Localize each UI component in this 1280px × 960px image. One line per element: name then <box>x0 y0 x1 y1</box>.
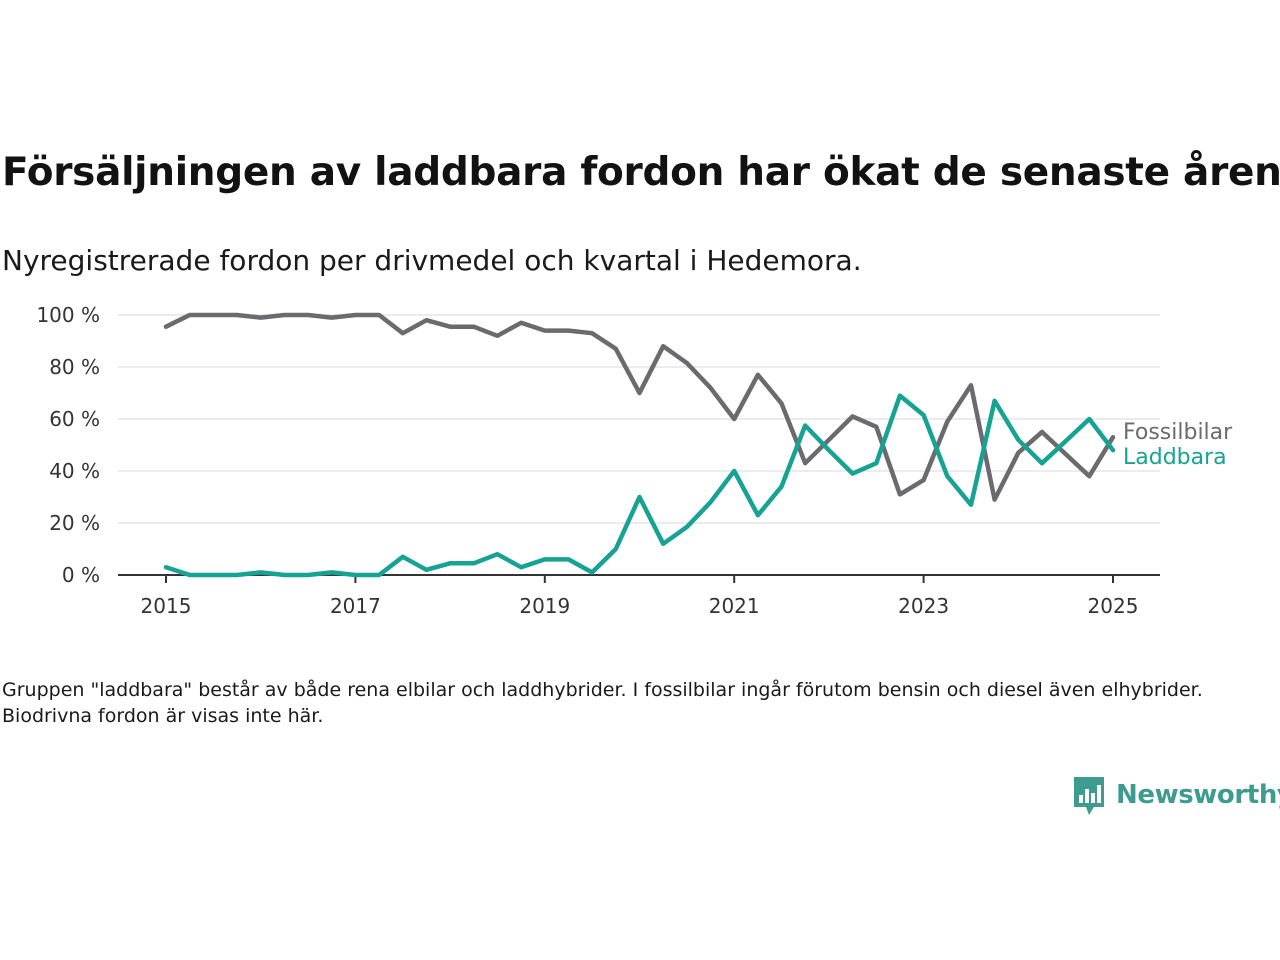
y-tick-label: 0 % <box>62 563 100 587</box>
newsworthy-brand[interactable]: Newsworthy <box>1072 775 1280 815</box>
series-label-fossilbilar: Fossilbilar <box>1123 420 1233 445</box>
footnote: Gruppen "laddbara" består av både rena e… <box>2 679 1203 727</box>
series-line-laddbara <box>163 393 1116 578</box>
series-lines <box>163 312 1116 578</box>
newsworthy-logo-icon <box>1074 777 1104 815</box>
x-tick-label: 2025 <box>1088 594 1139 618</box>
y-tick-label: 100 % <box>36 303 100 327</box>
y-tick-label: 20 % <box>49 511 100 535</box>
brand-name: Newsworthy <box>1116 780 1280 810</box>
x-tick-label: 2019 <box>519 594 570 618</box>
chart-subtitle: Nyregistrerade fordon per drivmedel och … <box>2 244 862 277</box>
x-axis: 2015 2017 2019 2021 2023 2025 <box>118 574 1160 618</box>
y-tick-label: 60 % <box>49 407 100 431</box>
y-axis-ticks: 0 % 20 % 40 % 60 % 80 % 100 % <box>36 303 100 587</box>
series-label-laddbara: Laddbara <box>1123 445 1227 470</box>
x-tick-label: 2023 <box>898 594 949 618</box>
x-tick-label: 2021 <box>709 594 760 618</box>
y-tick-label: 80 % <box>49 355 100 379</box>
x-tick-label: 2015 <box>141 594 192 618</box>
x-tick-label: 2017 <box>330 594 381 618</box>
line-chart: 0 % 20 % 40 % 60 % 80 % 100 % 2015 2017 2019 202… <box>36 303 1233 618</box>
y-tick-label: 40 % <box>49 459 100 483</box>
series-line-fossilbilar <box>163 312 1116 502</box>
chart-title: Försäljningen av laddbara fordon har öka… <box>2 150 1280 195</box>
